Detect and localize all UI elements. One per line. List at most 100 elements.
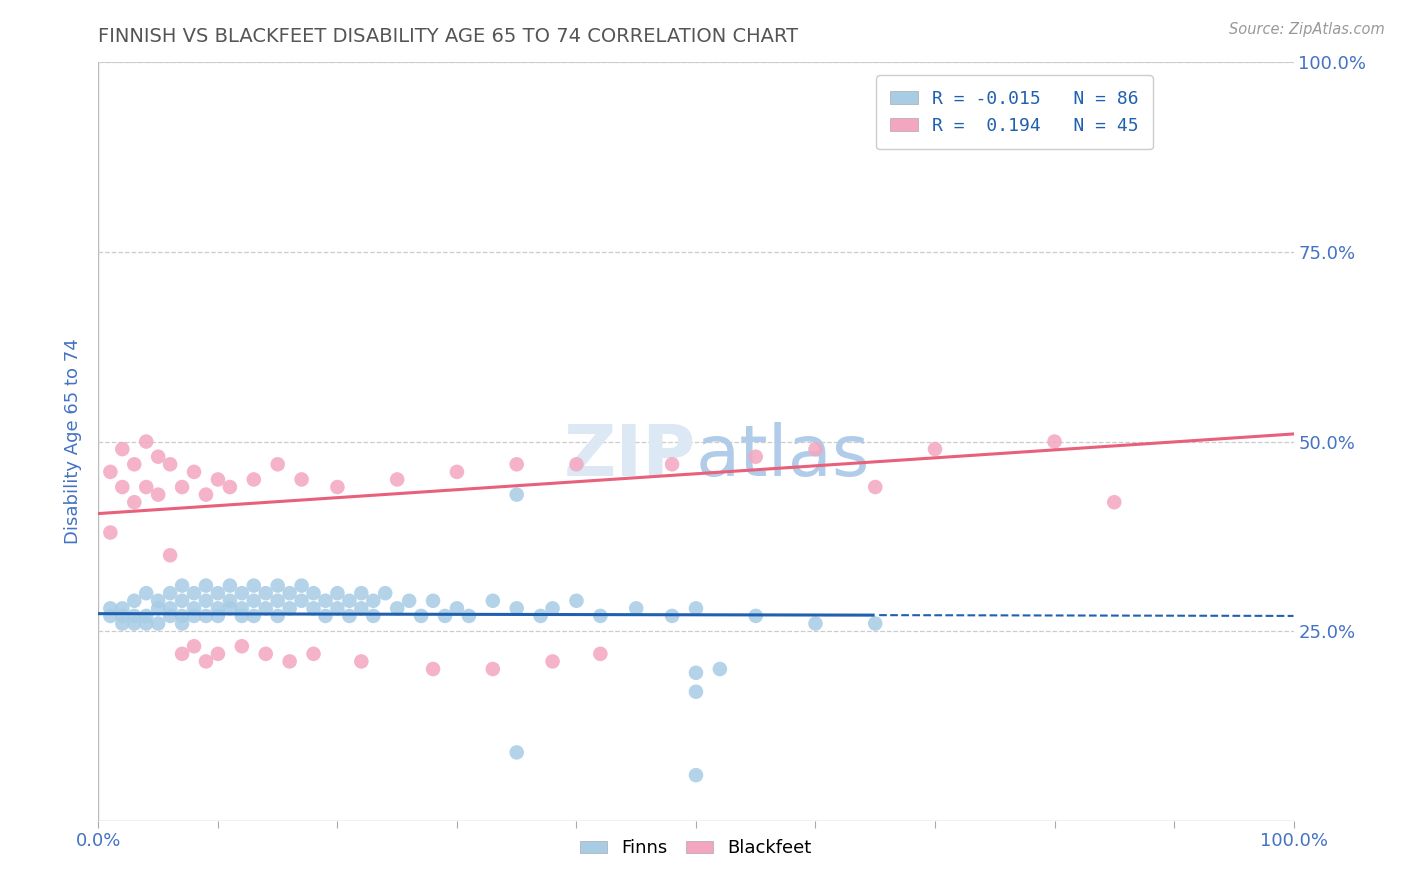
Point bbox=[219, 579, 242, 593]
Point bbox=[422, 594, 444, 608]
Point bbox=[243, 594, 266, 608]
Point bbox=[159, 608, 181, 623]
Point bbox=[434, 608, 457, 623]
Point bbox=[865, 480, 887, 494]
Point bbox=[565, 594, 588, 608]
Point bbox=[685, 665, 707, 680]
Point bbox=[183, 601, 205, 615]
Point bbox=[326, 480, 349, 494]
Point bbox=[1104, 495, 1126, 509]
Point bbox=[159, 458, 181, 472]
Point bbox=[267, 579, 290, 593]
Point bbox=[98, 525, 122, 540]
Point bbox=[231, 639, 253, 653]
Point bbox=[219, 594, 242, 608]
Text: FINNISH VS BLACKFEET DISABILITY AGE 65 TO 74 CORRELATION CHART: FINNISH VS BLACKFEET DISABILITY AGE 65 T… bbox=[98, 27, 799, 45]
Point bbox=[207, 473, 229, 487]
Point bbox=[302, 601, 325, 615]
Point bbox=[661, 458, 683, 472]
Point bbox=[626, 601, 648, 615]
Point bbox=[326, 601, 349, 615]
Point bbox=[219, 601, 242, 615]
Point bbox=[278, 586, 301, 600]
Point bbox=[148, 487, 170, 501]
Point bbox=[254, 647, 277, 661]
Point bbox=[446, 601, 468, 615]
Point bbox=[207, 586, 229, 600]
Point bbox=[135, 434, 157, 449]
Point bbox=[481, 662, 505, 676]
Point bbox=[195, 594, 218, 608]
Point bbox=[219, 480, 242, 494]
Point bbox=[685, 601, 707, 615]
Point bbox=[207, 608, 229, 623]
Point bbox=[326, 586, 349, 600]
Point bbox=[506, 487, 529, 501]
Point bbox=[98, 465, 122, 479]
Point bbox=[589, 608, 612, 623]
Point bbox=[481, 594, 505, 608]
Point bbox=[159, 548, 181, 563]
Point bbox=[350, 601, 373, 615]
Point bbox=[315, 608, 337, 623]
Point bbox=[111, 608, 134, 623]
Point bbox=[148, 594, 170, 608]
Point bbox=[267, 594, 290, 608]
Point bbox=[350, 586, 373, 600]
Point bbox=[183, 586, 205, 600]
Point bbox=[111, 442, 134, 457]
Point bbox=[111, 480, 134, 494]
Point bbox=[124, 495, 146, 509]
Point bbox=[195, 579, 218, 593]
Point bbox=[231, 586, 253, 600]
Point bbox=[685, 768, 707, 782]
Point bbox=[135, 480, 157, 494]
Point bbox=[865, 616, 887, 631]
Point bbox=[411, 608, 433, 623]
Point bbox=[745, 450, 768, 464]
Y-axis label: Disability Age 65 to 74: Disability Age 65 to 74 bbox=[65, 339, 83, 544]
Point bbox=[458, 608, 481, 623]
Point bbox=[124, 458, 146, 472]
Point bbox=[315, 594, 337, 608]
Point bbox=[291, 473, 314, 487]
Point bbox=[422, 662, 444, 676]
Point bbox=[291, 594, 314, 608]
Point bbox=[183, 465, 205, 479]
Point bbox=[267, 458, 290, 472]
Point bbox=[541, 655, 564, 669]
Point bbox=[1043, 434, 1066, 449]
Point bbox=[506, 601, 529, 615]
Point bbox=[278, 655, 301, 669]
Point bbox=[745, 608, 768, 623]
Point bbox=[231, 601, 253, 615]
Text: ZIP: ZIP bbox=[564, 422, 696, 491]
Point bbox=[124, 616, 146, 631]
Point bbox=[111, 601, 134, 615]
Point bbox=[148, 450, 170, 464]
Point bbox=[254, 601, 277, 615]
Point bbox=[195, 608, 218, 623]
Point bbox=[506, 458, 529, 472]
Point bbox=[135, 586, 157, 600]
Point bbox=[195, 655, 218, 669]
Point bbox=[172, 616, 194, 631]
Point bbox=[243, 579, 266, 593]
Point bbox=[709, 662, 731, 676]
Point bbox=[148, 601, 170, 615]
Point bbox=[183, 639, 205, 653]
Point bbox=[172, 480, 194, 494]
Point bbox=[172, 608, 194, 623]
Point bbox=[267, 608, 290, 623]
Point bbox=[98, 608, 122, 623]
Point bbox=[385, 473, 409, 487]
Point bbox=[172, 647, 194, 661]
Point bbox=[243, 608, 266, 623]
Point bbox=[231, 608, 253, 623]
Point bbox=[506, 746, 529, 760]
Point bbox=[254, 586, 277, 600]
Point bbox=[661, 608, 683, 623]
Point bbox=[804, 616, 827, 631]
Point bbox=[541, 601, 564, 615]
Point bbox=[98, 601, 122, 615]
